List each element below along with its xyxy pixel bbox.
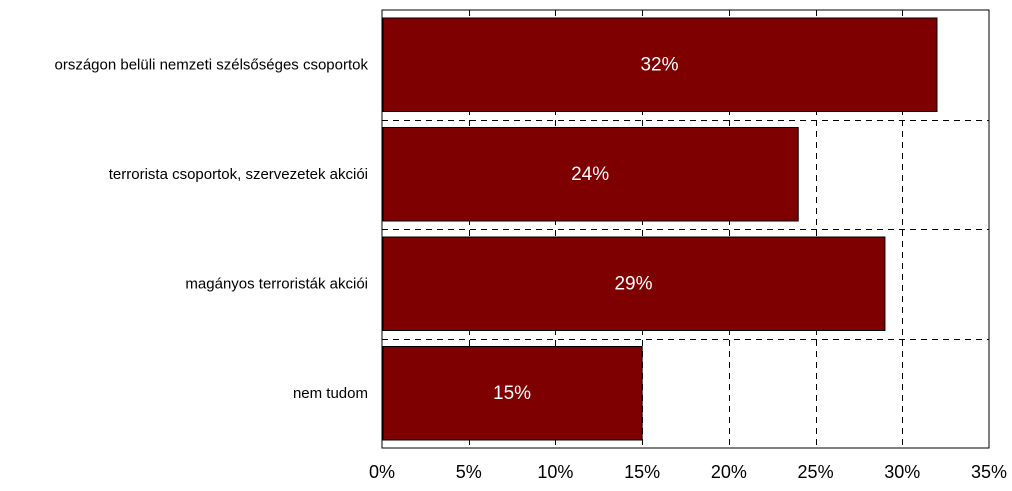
category-label-1: terrorista csoportok, szervezetek akciói (109, 166, 368, 183)
bar-0 (382, 17, 938, 112)
bars (382, 17, 938, 441)
x-tick-label-2: 10% (537, 462, 573, 482)
category-label-0: országon belüli nemzeti szélsőséges csop… (55, 56, 369, 73)
x-tick-label-4: 20% (711, 462, 747, 482)
x-tick-label-0: 0% (369, 462, 395, 482)
data-label-1: 24% (571, 164, 609, 185)
category-label-3: nem tudom (293, 385, 368, 402)
data-labels: 32% 24% 29% 15% (493, 54, 679, 404)
bar-1 (382, 127, 799, 222)
x-tick-label-3: 15% (624, 462, 660, 482)
bar-2 (382, 236, 886, 331)
x-tick-label-6: 30% (884, 462, 920, 482)
x-tick-label-5: 25% (798, 462, 834, 482)
data-label-2: 29% (614, 273, 652, 294)
category-labels: országon belüli nemzeti szélsőséges csop… (55, 56, 369, 402)
bar-3 (382, 346, 643, 441)
x-tick-label-1: 5% (456, 462, 482, 482)
plot-frame (381, 9, 990, 449)
x-axis-tick-labels: 0% 5% 10% 15% 20% 25% 30% 35% (369, 462, 1007, 482)
category-label-2: magányos terroristák akciói (185, 275, 368, 292)
data-label-3: 15% (493, 383, 531, 404)
x-tick-label-7: 35% (971, 462, 1007, 482)
data-label-0: 32% (640, 54, 678, 75)
